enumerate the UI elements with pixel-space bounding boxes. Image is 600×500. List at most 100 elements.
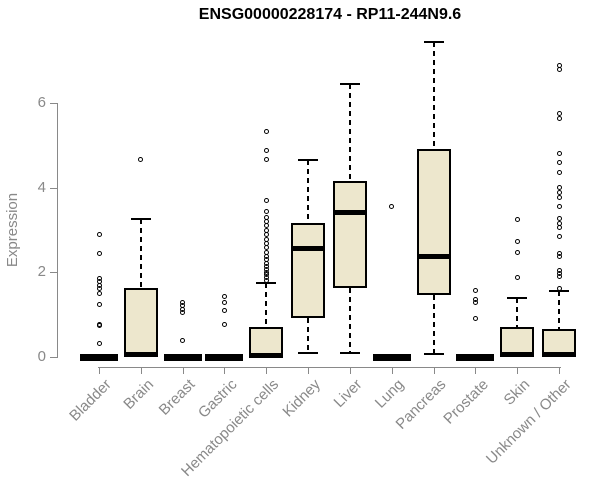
lower-whisker: [348, 288, 351, 354]
x-tick-label: Lung: [372, 376, 408, 412]
outlier-point: [263, 214, 269, 220]
outlier-point: [263, 128, 269, 134]
x-tick-label: Bladder: [66, 376, 116, 425]
y-tick-label: 4: [37, 178, 46, 196]
x-tick-label: Liver: [330, 376, 366, 412]
x-axis-tick: [224, 367, 226, 374]
median-line: [500, 352, 535, 358]
x-axis-tick: [517, 367, 519, 374]
outlier-point: [138, 156, 144, 162]
upper-whisker: [307, 159, 310, 223]
outlier-point: [263, 208, 269, 214]
upper-whisker-cap: [298, 158, 319, 161]
outlier-point: [556, 234, 562, 240]
outlier-point: [556, 160, 562, 166]
outlier-point: [96, 291, 102, 297]
outlier-point: [96, 275, 102, 281]
upper-whisker: [516, 297, 519, 327]
upper-whisker-cap: [507, 296, 528, 299]
outlier-point: [180, 299, 186, 305]
y-axis-tick: [50, 272, 57, 274]
median-line: [249, 352, 284, 358]
x-axis-tick: [475, 367, 477, 374]
y-tick-label: 2: [37, 263, 46, 281]
upper-whisker-cap: [549, 290, 570, 293]
box: [542, 328, 577, 357]
upper-whisker: [139, 219, 142, 289]
lower-whisker: [307, 318, 310, 354]
outlier-point: [514, 274, 520, 280]
outlier-point: [221, 322, 227, 328]
outlier-point: [96, 301, 102, 307]
outlier-point: [556, 194, 562, 200]
y-axis-line: [57, 103, 58, 358]
collapsed-box: [372, 353, 411, 361]
median-line: [542, 352, 577, 358]
outlier-point: [263, 198, 269, 204]
y-axis-tick: [50, 357, 57, 358]
outlier-point: [96, 251, 102, 257]
x-axis-tick: [559, 367, 561, 374]
outlier-point: [514, 238, 520, 244]
x-tick-label: Skin: [500, 376, 534, 409]
outlier-point: [472, 297, 478, 303]
box: [291, 222, 326, 319]
collapsed-box: [80, 353, 118, 361]
median-line: [416, 254, 451, 260]
box: [500, 326, 535, 357]
upper-whisker: [432, 41, 435, 149]
lower-whisker-cap: [339, 352, 360, 355]
y-tick-label: 0: [37, 348, 46, 365]
outlier-point: [472, 287, 478, 293]
outlier-point: [556, 150, 562, 156]
outlier-point: [221, 294, 227, 300]
outlier-point: [221, 300, 227, 306]
upper-whisker: [348, 84, 351, 182]
outlier-point: [514, 250, 520, 256]
y-axis-tick: [50, 187, 57, 189]
outlier-point: [556, 185, 562, 191]
outlier-point: [514, 216, 520, 222]
outlier-point: [556, 189, 562, 195]
outlier-point: [556, 169, 562, 175]
upper-whisker-cap: [256, 281, 277, 284]
outlier-point: [96, 321, 102, 327]
lower-whisker: [432, 294, 435, 355]
upper-whisker: [558, 291, 561, 329]
box: [416, 148, 451, 295]
x-axis-tick: [433, 367, 435, 374]
x-axis-tick: [308, 367, 310, 374]
lower-whisker-cap: [423, 353, 444, 356]
x-axis-tick: [349, 367, 351, 374]
collapsed-box: [456, 353, 495, 361]
x-axis-tick: [140, 367, 142, 374]
collapsed-box: [163, 353, 202, 361]
outlier-point: [472, 315, 478, 321]
outlier-point: [556, 62, 562, 68]
outlier-point: [556, 221, 562, 227]
outlier-point: [556, 250, 562, 256]
upper-whisker-cap: [423, 40, 444, 43]
median-line: [332, 210, 367, 216]
collapsed-box: [205, 353, 244, 361]
outlier-point: [556, 115, 562, 121]
outlier-point: [263, 236, 269, 242]
outlier-point: [556, 215, 562, 221]
outlier-point: [263, 227, 269, 233]
outlier-point: [556, 204, 562, 210]
outlier-point: [556, 267, 562, 273]
x-tick-label: Kidney: [279, 376, 325, 421]
outlier-point: [96, 340, 102, 346]
x-tick-label: Brain: [120, 376, 157, 413]
outlier-point: [263, 148, 269, 154]
median-line: [123, 352, 158, 358]
x-tick-label: Breast: [155, 376, 199, 419]
y-tick-label: 6: [37, 94, 46, 112]
chart-title: ENSG00000228174 - RP11-244N9.6: [198, 6, 462, 23]
lower-whisker-cap: [298, 352, 319, 355]
box: [123, 288, 158, 357]
y-axis-tick: [50, 103, 57, 105]
upper-whisker-cap: [130, 218, 151, 221]
outlier-point: [96, 231, 102, 237]
